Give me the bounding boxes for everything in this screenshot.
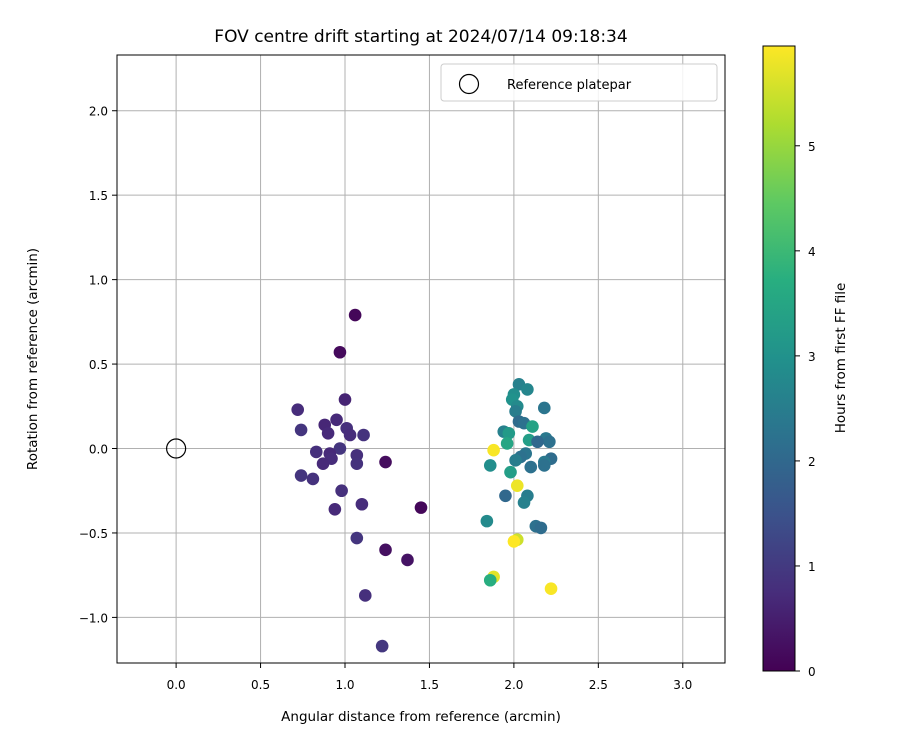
colorbar-tick-label: 2 [808, 455, 816, 469]
scatter-point [291, 403, 305, 416]
x-tick-label: 3.0 [673, 678, 692, 692]
y-tick-label: 2.0 [89, 105, 108, 119]
scatter-point [294, 469, 308, 482]
colorbar-tick-label: 1 [808, 560, 816, 574]
scatter-point [544, 582, 558, 595]
plot-frame [116, 54, 726, 664]
scatter-point [355, 497, 369, 511]
grid-lines [117, 55, 725, 663]
data-points [291, 308, 558, 653]
y-axis-label: Rotation from reference (arcmin) [25, 248, 41, 470]
colorbar: 0 1 2 3 4 5 Hours from first FF file [762, 45, 849, 679]
colorbar-label: Hours from first FF file [833, 283, 849, 434]
x-tick-label: 0.0 [167, 678, 186, 692]
x-tick-label: 0.5 [251, 678, 270, 692]
colorbar-ticks: 0 1 2 3 4 5 [795, 140, 816, 679]
y-tick-label: −0.5 [79, 527, 108, 541]
reference-platepar-marker [166, 438, 187, 459]
scatter-point [330, 413, 343, 427]
scatter-point [526, 420, 539, 433]
scatter-point [502, 427, 516, 440]
scatter-point [321, 427, 335, 440]
scatter-point [483, 459, 497, 472]
scatter-point [350, 457, 364, 471]
scatter-point [379, 543, 392, 557]
x-tick-label: 2.0 [504, 678, 523, 692]
scatter-point [510, 479, 524, 492]
scatter-point [335, 484, 348, 498]
colorbar-tick-label: 3 [808, 350, 816, 364]
scatter-point [531, 435, 544, 449]
scatter-point [543, 435, 556, 449]
scatter-point [338, 393, 352, 406]
legend-box [440, 63, 718, 102]
legend-label: Reference platepar [507, 78, 632, 93]
x-axis-label: Angular distance from reference (arcmin) [281, 709, 561, 725]
scatter-point [350, 531, 364, 545]
x-tick-label: 2.5 [589, 678, 608, 692]
scatter-point [358, 589, 372, 602]
colorbar-tick-label: 5 [808, 140, 816, 154]
scatter-point [294, 423, 308, 437]
scatter-point [309, 445, 323, 459]
scatter-point [333, 345, 347, 359]
y-tick-label: −1.0 [79, 611, 108, 625]
scatter-point [504, 465, 517, 479]
x-tick-label: 1.0 [335, 678, 354, 692]
scatter-point [517, 496, 531, 509]
scatter-point [487, 443, 500, 457]
scatter-point [480, 514, 494, 528]
scatter-point [357, 428, 370, 442]
y-tick-label: 0.0 [89, 443, 108, 457]
scatter-point [401, 553, 414, 567]
scatter-point [524, 460, 538, 474]
scatter-point [348, 308, 362, 322]
scatter-point [483, 573, 497, 587]
scatter-point [333, 442, 347, 455]
scatter-point [500, 437, 514, 450]
legend: Reference platepar [440, 63, 718, 102]
scatter-point [343, 428, 357, 442]
scatter-point [534, 521, 548, 535]
scatter-point [379, 455, 392, 469]
scatter-point [537, 459, 551, 472]
scatter-point [328, 503, 342, 516]
colorbar-tick-label: 0 [808, 665, 816, 679]
scatter-point [375, 639, 389, 653]
y-axis-ticks: −1.0 −0.5 0.0 0.5 1.0 1.5 2.0 [79, 105, 117, 625]
y-tick-label: 1.0 [89, 274, 108, 288]
scatter-point [509, 405, 522, 418]
scatter-point [499, 489, 512, 503]
colorbar-tick-label: 4 [808, 245, 816, 259]
scatter-point [507, 535, 521, 548]
chart-title: FOV centre drift starting at 2024/07/14 … [214, 27, 627, 47]
x-tick-label: 1.5 [420, 678, 439, 692]
y-tick-label: 1.5 [89, 189, 108, 203]
colorbar-gradient [762, 45, 796, 672]
scatter-point [521, 383, 534, 396]
y-tick-label: 0.5 [89, 358, 108, 372]
scatter-point [509, 454, 522, 467]
scatter-point [306, 472, 320, 486]
scatter-point [414, 501, 428, 514]
legend-marker-icon [458, 73, 480, 95]
x-axis-ticks: 0.0 0.5 1.0 1.5 2.0 2.5 3.0 [167, 663, 692, 692]
scatter-point [316, 457, 330, 471]
scatter-point [537, 401, 551, 415]
